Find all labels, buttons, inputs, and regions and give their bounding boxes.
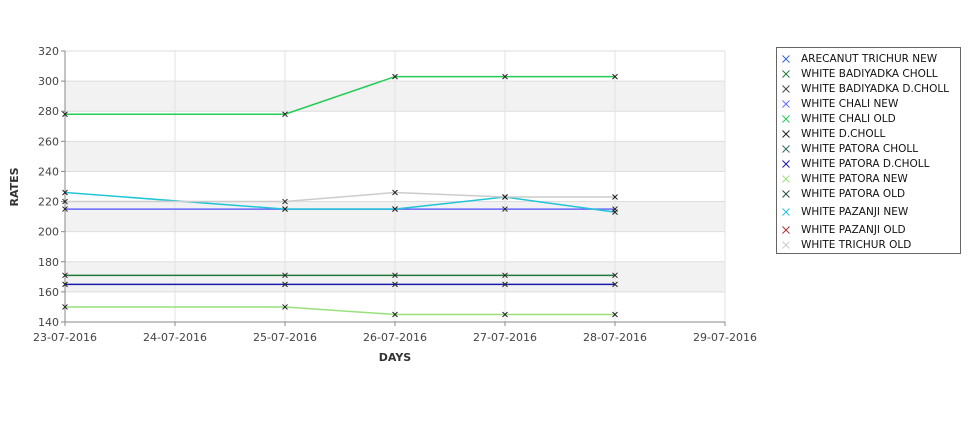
legend-marker-icon xyxy=(782,100,790,108)
x-tick-label: 27-07-2016 xyxy=(473,331,537,344)
data-point xyxy=(502,206,508,212)
data-point xyxy=(62,272,68,279)
data-point xyxy=(282,304,288,310)
legend-label: WHITE PATORA NEW xyxy=(801,173,908,185)
legend-label: WHITE PATORA D.CHOLL xyxy=(801,158,930,170)
y-tick-label: 180 xyxy=(38,256,59,269)
x-tick-label: 23-07-2016 xyxy=(33,331,97,344)
data-point xyxy=(502,73,508,80)
data-point xyxy=(392,206,398,212)
data-point xyxy=(392,272,398,279)
legend-marker-icon xyxy=(782,226,790,234)
legend-label: WHITE PATORA OLD xyxy=(801,188,905,200)
legend-item: WHITE PATORA D.CHOLL xyxy=(782,158,930,170)
data-point xyxy=(62,111,68,118)
legend-frame xyxy=(776,47,961,254)
legend-marker-icon xyxy=(782,175,790,183)
data-point xyxy=(392,311,398,318)
legend-label: WHITE D.CHOLL xyxy=(801,128,886,140)
legend-label: WHITE PAZANJI OLD xyxy=(801,224,906,236)
data-point xyxy=(282,281,288,288)
legend-item: WHITE BADIYADKA D.CHOLL xyxy=(782,83,949,95)
data-point xyxy=(282,272,288,279)
data-point xyxy=(282,111,288,118)
legend-marker-icon xyxy=(782,145,790,153)
data-point xyxy=(62,198,68,205)
series-line xyxy=(65,306,615,316)
legend-item: WHITE PAZANJI OLD xyxy=(782,224,906,236)
legend-marker-icon xyxy=(782,190,790,198)
legend-marker-icon xyxy=(782,208,790,216)
legend-item: WHITE PATORA OLD xyxy=(782,188,905,200)
data-point xyxy=(392,281,398,288)
legend-label: WHITE PAZANJI NEW xyxy=(801,206,909,218)
y-tick-label: 280 xyxy=(38,105,59,118)
y-tick-label: 140 xyxy=(38,316,59,329)
y-tick-label: 160 xyxy=(38,286,59,299)
data-point xyxy=(612,194,618,200)
y-axis-label: RATES xyxy=(8,167,21,206)
legend-label: WHITE TRICHUR OLD xyxy=(801,239,911,251)
x-tick-label: 24-07-2016 xyxy=(143,331,207,344)
x-tick-label: 26-07-2016 xyxy=(363,331,427,344)
legend-item: WHITE PATORA CHOLL xyxy=(782,143,918,155)
x-tick-label: 29-07-2016 xyxy=(693,331,757,344)
legend-item: WHITE PATORA NEW xyxy=(782,173,908,185)
legend-item: WHITE D.CHOLL xyxy=(782,128,886,140)
legend-marker-icon xyxy=(782,130,790,138)
legend-item: WHITE CHALI OLD xyxy=(782,113,896,125)
y-tick-label: 320 xyxy=(38,45,59,58)
legend-label: WHITE BADIYADKA D.CHOLL xyxy=(801,83,949,95)
x-tick-label: 28-07-2016 xyxy=(583,331,647,344)
y-tick-label: 260 xyxy=(38,135,59,148)
legend-item: WHITE BADIYADKA CHOLL xyxy=(782,68,938,80)
data-point xyxy=(612,311,618,318)
data-point xyxy=(62,281,68,288)
y-tick-label: 240 xyxy=(38,165,59,178)
data-point xyxy=(282,206,288,212)
data-point xyxy=(62,206,68,212)
y-tick-label: 200 xyxy=(38,226,59,239)
legend-marker-icon xyxy=(782,55,790,63)
legend-label: ARECANUT TRICHUR NEW xyxy=(801,53,938,65)
x-axis-label: DAYS xyxy=(379,351,412,364)
data-point xyxy=(612,272,618,279)
legend-label: WHITE CHALI OLD xyxy=(801,113,896,125)
legend-item: ARECANUT TRICHUR NEW xyxy=(782,53,938,65)
data-point xyxy=(502,194,508,200)
legend-label: WHITE CHALI NEW xyxy=(801,98,899,110)
y-tick-label: 220 xyxy=(38,196,59,209)
legend-marker-icon xyxy=(782,241,790,249)
legend-label: WHITE PATORA CHOLL xyxy=(801,143,918,155)
legend: ARECANUT TRICHUR NEW WHITE BADIYADKA CHOL… xyxy=(776,47,961,254)
legend-marker-icon xyxy=(782,160,790,168)
legend-item: WHITE PAZANJI NEW xyxy=(782,206,909,218)
data-point xyxy=(392,73,398,80)
data-point xyxy=(612,209,618,215)
y-tick-label: 300 xyxy=(38,75,59,88)
data-point xyxy=(612,281,618,288)
legend-marker-icon xyxy=(782,85,790,93)
data-point xyxy=(392,189,398,196)
legend-label: WHITE BADIYADKA CHOLL xyxy=(801,68,938,80)
legend-marker-icon xyxy=(782,70,790,78)
legend-item: WHITE TRICHUR OLD xyxy=(782,239,911,251)
data-point xyxy=(502,311,508,318)
data-point xyxy=(502,281,508,288)
data-point xyxy=(62,189,68,196)
legend-marker-icon xyxy=(782,115,790,123)
data-point xyxy=(612,73,618,80)
legend-item: WHITE CHALI NEW xyxy=(782,98,899,110)
x-tick-label: 25-07-2016 xyxy=(253,331,317,344)
data-point xyxy=(502,272,508,279)
data-point xyxy=(62,304,68,310)
data-point xyxy=(282,198,288,205)
